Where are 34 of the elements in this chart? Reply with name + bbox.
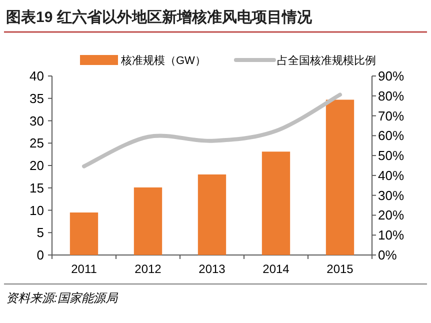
- bar: [198, 174, 226, 255]
- x-tick-label: 2012: [134, 262, 162, 276]
- y-tick-label: 20: [30, 158, 44, 173]
- text: 资料来源:国家能源局: [6, 291, 118, 305]
- y2-tick-label: 10%: [378, 228, 404, 243]
- line-series: [82, 92, 342, 168]
- y2-tick-label: 90%: [378, 68, 404, 84]
- legend-label: 核准规模（GW）: [120, 54, 206, 67]
- y-tick-label: 0: [36, 248, 44, 262]
- bar: [326, 100, 354, 255]
- y-tick-label: 25: [30, 136, 44, 151]
- y-tick-label: 10: [30, 202, 44, 218]
- y2-tick-label: 20%: [378, 208, 404, 223]
- y2-tick-label: 80%: [378, 88, 404, 104]
- y-tick-label: 30: [30, 113, 44, 128]
- x-tick-label: 2015: [326, 262, 354, 276]
- y2-tick-label: 30%: [378, 188, 404, 203]
- x-tick-label: 2011: [71, 262, 98, 276]
- y2-tick-label: 70%: [378, 108, 404, 124]
- x-tick-label: 2014: [262, 262, 290, 276]
- bar: [262, 152, 290, 255]
- y2-tick-label: 60%: [378, 128, 404, 144]
- x-tick-label: 2013: [198, 262, 226, 276]
- y-tick-label: 5: [36, 225, 44, 240]
- y-tick-label: 15: [30, 180, 44, 196]
- bar: [134, 187, 162, 255]
- y-tick-label: 40: [30, 68, 44, 84]
- y2-tick-label: 40%: [378, 168, 404, 183]
- bar: [70, 212, 98, 255]
- chart-title: 图表19 红六省以外地区新增核准风电项目情况: [6, 8, 313, 26]
- y-tick-label: 35: [30, 90, 44, 106]
- legend-label: 占全国核准规模比例: [276, 54, 376, 67]
- y2-tick-label: 50%: [378, 148, 404, 164]
- y2-tick-label: 0%: [378, 248, 398, 262]
